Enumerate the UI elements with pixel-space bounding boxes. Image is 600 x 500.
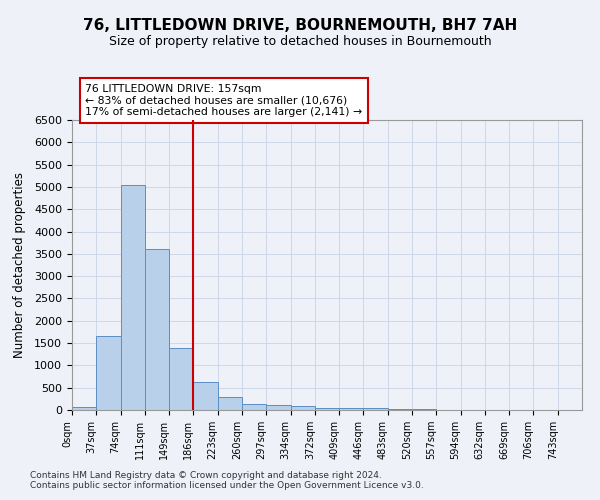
Text: 76 LITTLEDOWN DRIVE: 157sqm
← 83% of detached houses are smaller (10,676)
17% of: 76 LITTLEDOWN DRIVE: 157sqm ← 83% of det…: [85, 84, 362, 117]
Bar: [339, 408, 364, 410]
Bar: [193, 382, 218, 410]
Bar: [290, 406, 315, 410]
Bar: [388, 409, 412, 410]
Bar: [218, 397, 242, 410]
Bar: [364, 408, 388, 410]
Y-axis label: Number of detached properties: Number of detached properties: [13, 172, 26, 358]
Bar: [96, 336, 121, 410]
Bar: [121, 184, 145, 410]
Bar: [242, 404, 266, 410]
Bar: [145, 250, 169, 410]
Text: 76, LITTLEDOWN DRIVE, BOURNEMOUTH, BH7 7AH: 76, LITTLEDOWN DRIVE, BOURNEMOUTH, BH7 7…: [83, 18, 517, 32]
Bar: [169, 348, 193, 410]
Text: Contains public sector information licensed under the Open Government Licence v3: Contains public sector information licen…: [30, 480, 424, 490]
Bar: [315, 408, 339, 410]
Text: Contains HM Land Registry data © Crown copyright and database right 2024.: Contains HM Land Registry data © Crown c…: [30, 470, 382, 480]
Bar: [72, 406, 96, 410]
Bar: [266, 405, 290, 410]
Text: Size of property relative to detached houses in Bournemouth: Size of property relative to detached ho…: [109, 35, 491, 48]
